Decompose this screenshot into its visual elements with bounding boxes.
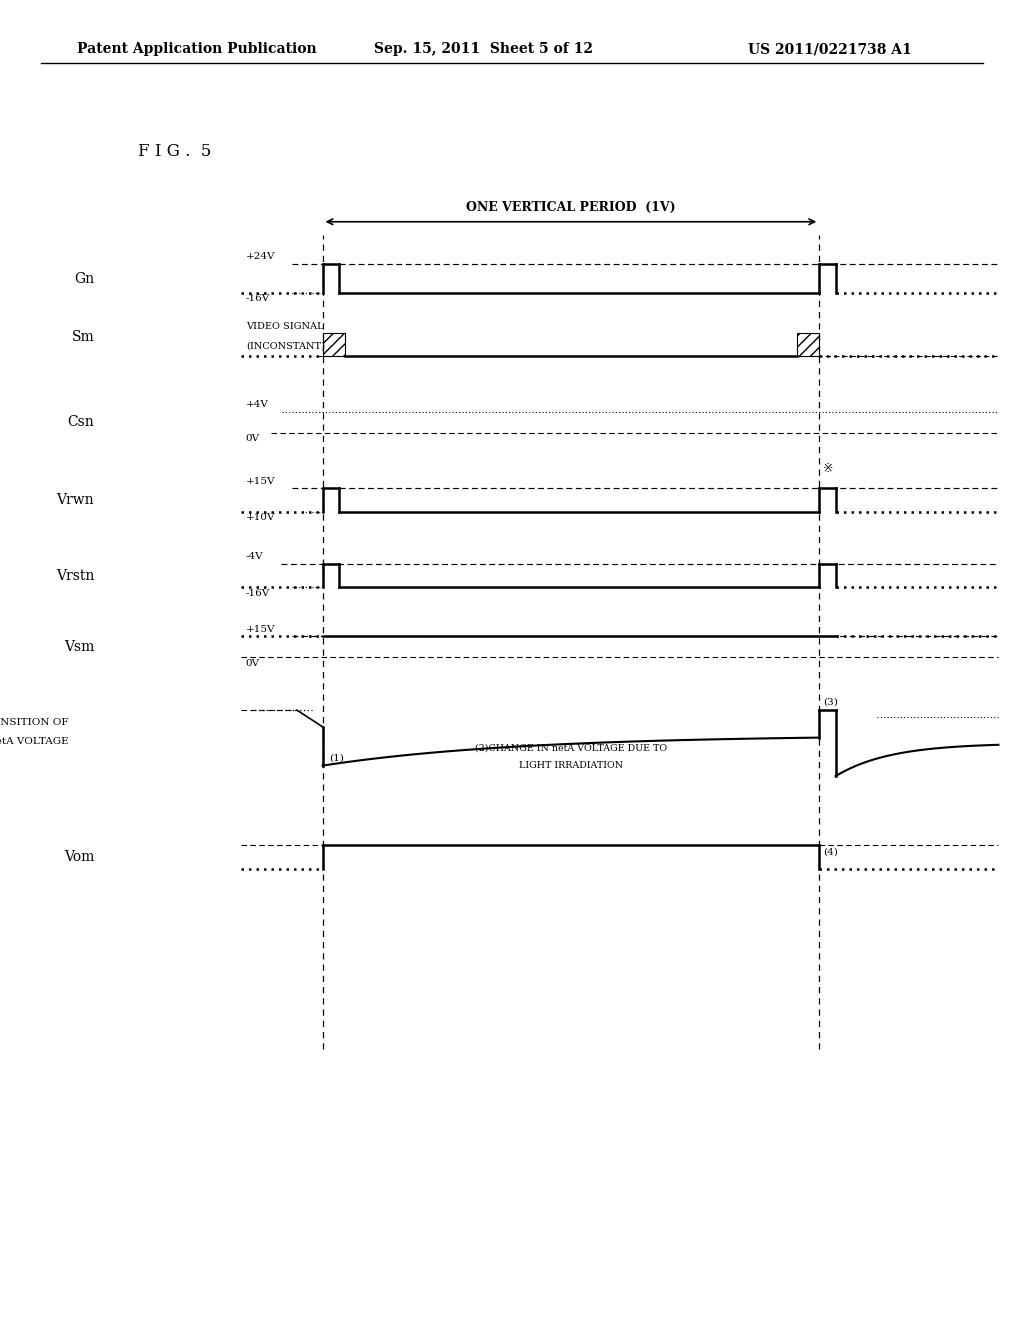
- Text: VIDEO SIGNAL: VIDEO SIGNAL: [246, 322, 324, 331]
- Text: Patent Application Publication: Patent Application Publication: [77, 42, 316, 57]
- Text: Vsm: Vsm: [63, 640, 94, 653]
- Text: Vrstn: Vrstn: [56, 569, 94, 582]
- Text: -16V: -16V: [246, 294, 270, 304]
- Text: (2)CHANGE IN netA VOLTAGE DUE TO: (2)CHANGE IN netA VOLTAGE DUE TO: [475, 743, 667, 752]
- Text: TRANSITION OF: TRANSITION OF: [0, 718, 69, 726]
- Text: +15V: +15V: [246, 477, 275, 486]
- Bar: [323, 333, 345, 356]
- Text: +10V: +10V: [246, 513, 275, 523]
- Text: F I G .  5: F I G . 5: [138, 143, 212, 160]
- Text: -16V: -16V: [246, 589, 270, 598]
- Text: (1): (1): [329, 754, 344, 763]
- Text: Csn: Csn: [68, 416, 94, 429]
- Text: ※: ※: [822, 462, 833, 475]
- Text: LIGHT IRRADIATION: LIGHT IRRADIATION: [519, 760, 623, 770]
- Text: netA VOLTAGE: netA VOLTAGE: [0, 738, 69, 746]
- Text: (INCONSTANT): (INCONSTANT): [246, 342, 325, 351]
- Text: 0V: 0V: [246, 434, 260, 444]
- Text: Vrwn: Vrwn: [56, 494, 94, 507]
- Text: +15V: +15V: [246, 624, 275, 634]
- Text: +4V: +4V: [246, 400, 268, 409]
- Text: -4V: -4V: [246, 552, 263, 561]
- Text: +24V: +24V: [246, 252, 275, 261]
- Text: (4): (4): [823, 847, 839, 857]
- Text: Gn: Gn: [74, 272, 94, 285]
- Text: Sep. 15, 2011  Sheet 5 of 12: Sep. 15, 2011 Sheet 5 of 12: [374, 42, 593, 57]
- Text: US 2011/0221738 A1: US 2011/0221738 A1: [748, 42, 911, 57]
- Text: ONE VERTICAL PERIOD  (1V): ONE VERTICAL PERIOD (1V): [466, 201, 676, 214]
- Text: Vom: Vom: [63, 850, 94, 863]
- Text: 0V: 0V: [246, 659, 260, 668]
- Text: Sm: Sm: [72, 330, 94, 343]
- Text: (3): (3): [823, 697, 839, 706]
- Bar: [797, 333, 819, 356]
